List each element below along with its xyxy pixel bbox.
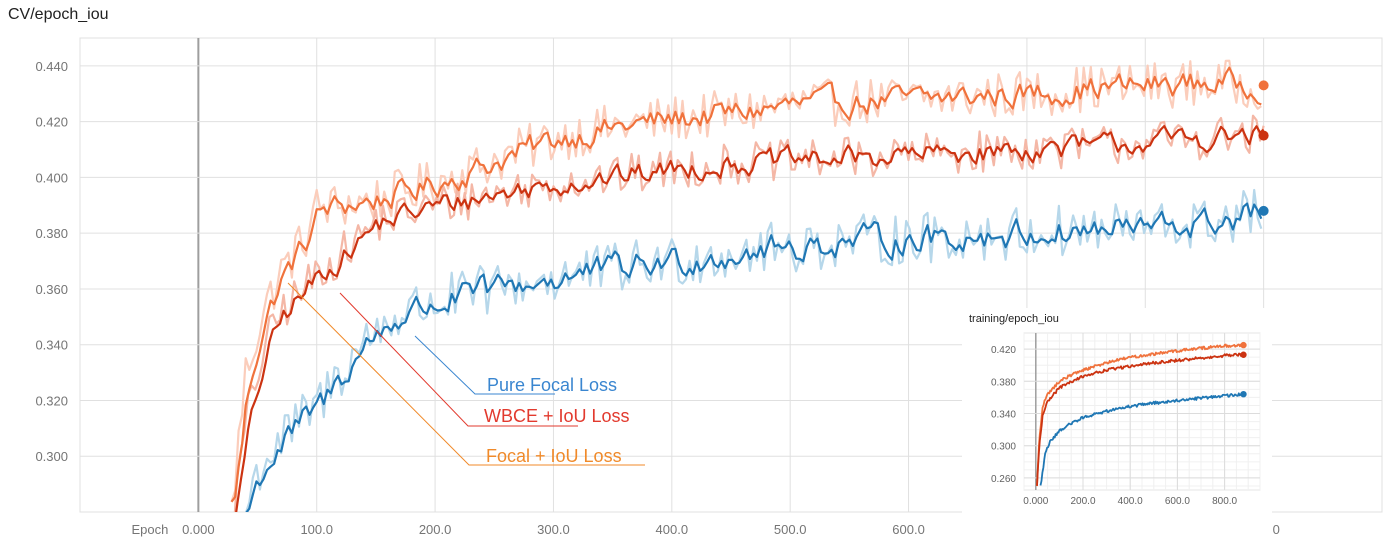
x-axis-label: Epoch — [131, 522, 168, 537]
plot-frame — [79, 37, 1383, 513]
y-tick-label: 0.340 — [35, 338, 68, 353]
inset-line-pure-focal-loss — [1039, 392, 1245, 486]
inset-end-point-pure-focal-loss — [1240, 390, 1247, 398]
inset-y-tick-label: 0.420 — [991, 345, 1016, 356]
x-tick-label: 0.000 — [182, 522, 215, 537]
inset-x-tick-label: 600.0 — [1165, 496, 1190, 507]
inset-x-tick-label: 200.0 — [1070, 496, 1095, 507]
x-tick-label: 600.0 — [892, 522, 925, 537]
inset-title: training/epoch_iou — [969, 313, 1059, 325]
inset-x-tick-label: 0.000 — [1023, 496, 1048, 507]
inset-x-tick-label: 800.0 — [1212, 496, 1237, 507]
y-tick-label: 0.360 — [35, 282, 68, 297]
inset-series — [1036, 343, 1245, 487]
inset-line-focal-iou-loss — [1036, 343, 1244, 487]
inset-chart: 0.000 200.0 400.0 600.0 800.0 0.260 0.300 0.340… — [962, 308, 1272, 534]
inset-end-point-wbce-iou-loss — [1240, 351, 1247, 358]
inset-line-wbce-iou-loss — [1036, 352, 1244, 486]
inset-y-tick-label: 0.340 — [991, 410, 1016, 421]
chart-title: CV/epoch_iou — [8, 6, 109, 23]
inset-y-tick-label: 0.260 — [991, 474, 1016, 485]
end-point-pure-focal-loss — [1258, 205, 1269, 216]
annotation-leader-focal-iou-loss — [287, 282, 645, 466]
x-tick-label: 100.0 — [300, 522, 333, 537]
x-tick-label: 500.0 — [774, 522, 807, 537]
end-point-focal-iou-loss — [1258, 80, 1269, 91]
inset-x-tick-label: 400.0 — [1118, 496, 1143, 507]
annotation-leader-pure-focal-loss — [414, 335, 555, 395]
main-smoothed-series — [230, 66, 1269, 512]
inset-y-tick-label: 0.300 — [991, 442, 1016, 453]
y-tick-label: 0.400 — [35, 170, 68, 185]
x-tick-label: 400.0 — [656, 522, 689, 537]
annotation-leader-wbce-iou-loss — [339, 292, 578, 427]
legend-annotations: Pure Focal Loss WBCE + IoU Loss Focal + Io… — [287, 282, 645, 466]
x-tick-label: 200.0 — [419, 522, 452, 537]
smoothed-line-pure-focal-loss — [245, 202, 1263, 512]
end-point-wbce-iou-loss — [1258, 130, 1269, 141]
y-tick-label: 0.440 — [35, 59, 68, 74]
annotation-label-pure-focal-loss: Pure Focal Loss — [487, 375, 617, 395]
inset-end-point-focal-iou-loss — [1240, 341, 1247, 349]
annotation-label-focal-iou-loss: Focal + IoU Loss — [486, 446, 622, 466]
y-tick-label: 0.380 — [35, 226, 68, 241]
raw-line-pure-focal-loss — [245, 188, 1263, 512]
main-ticks: 0.000100.0200.0300.0400.0500.0600.0700.0… — [35, 59, 1279, 537]
y-tick-label: 0.320 — [35, 393, 68, 408]
inset-y-tick-label: 0.380 — [991, 377, 1016, 388]
smoothed-line-wbce-iou-loss — [235, 125, 1265, 512]
annotation-label-wbce-iou-loss: WBCE + IoU Loss — [484, 406, 630, 426]
smoothed-line-focal-iou-loss — [230, 66, 1262, 503]
y-tick-label: 0.420 — [35, 115, 68, 130]
y-tick-label: 0.300 — [35, 449, 68, 464]
x-tick-label: 300.0 — [537, 522, 570, 537]
